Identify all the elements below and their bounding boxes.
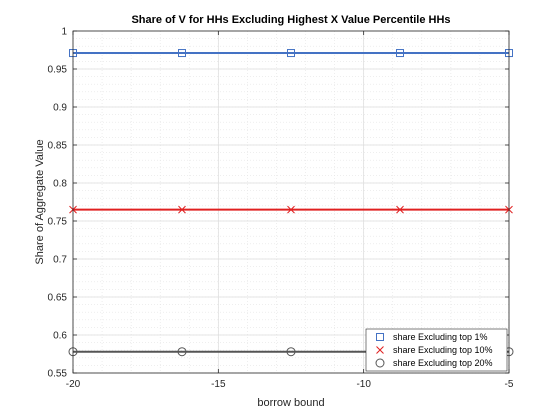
data-point	[396, 49, 404, 58]
y-tick-label: 0.7	[53, 255, 67, 266]
y-tick-label: 0.65	[48, 293, 68, 304]
y-tick-labels: 0.55 0.6 0.65 0.7 0.75 0.8 0.85 0.9 0.95 1	[48, 27, 68, 380]
y-axis-label: Share of Aggregate Value	[34, 139, 46, 264]
plot-area	[73, 31, 509, 373]
y-tick-label: 0.95	[48, 65, 68, 76]
data-point	[178, 205, 186, 214]
y-tick-label: 0.55	[48, 369, 68, 380]
data-point	[286, 347, 296, 357]
legend: share Excluding top 1% share Excluding to…	[365, 328, 508, 372]
x-tick-label: -20	[66, 379, 81, 390]
y-tick-label: 0.75	[48, 217, 68, 228]
legend-entry: share Excluding top 20%	[393, 358, 493, 368]
x-tick-label: -10	[356, 379, 371, 390]
legend-entry: share Excluding top 10%	[393, 345, 493, 355]
x-axis-label: borrow bound	[257, 397, 324, 409]
data-point	[178, 49, 186, 58]
plot-frame	[72, 30, 510, 374]
x-tick-label: -5	[505, 379, 514, 390]
y-tick-label: 0.85	[48, 141, 68, 152]
x-tick-label: -15	[211, 379, 226, 390]
legend-marker	[376, 333, 384, 341]
data-point	[287, 49, 295, 58]
legend-marker	[375, 358, 385, 368]
x-tick-labels: -20 -15 -10 -5	[66, 379, 514, 390]
y-tick-label: 1	[61, 27, 67, 38]
legend-marker	[376, 346, 384, 354]
y-tick-label: 0.9	[53, 103, 67, 114]
series-2	[69, 205, 513, 214]
data-point	[177, 347, 187, 357]
y-tick-label: 0.6	[53, 331, 67, 342]
legend-entry: share Excluding top 1%	[393, 332, 488, 342]
legend-box	[365, 328, 508, 372]
y-tick-label: 0.8	[53, 179, 67, 190]
data-point	[396, 205, 404, 214]
chart-title: Share of V for HHs Excluding Highest X V…	[131, 14, 450, 26]
data-point	[287, 205, 295, 214]
